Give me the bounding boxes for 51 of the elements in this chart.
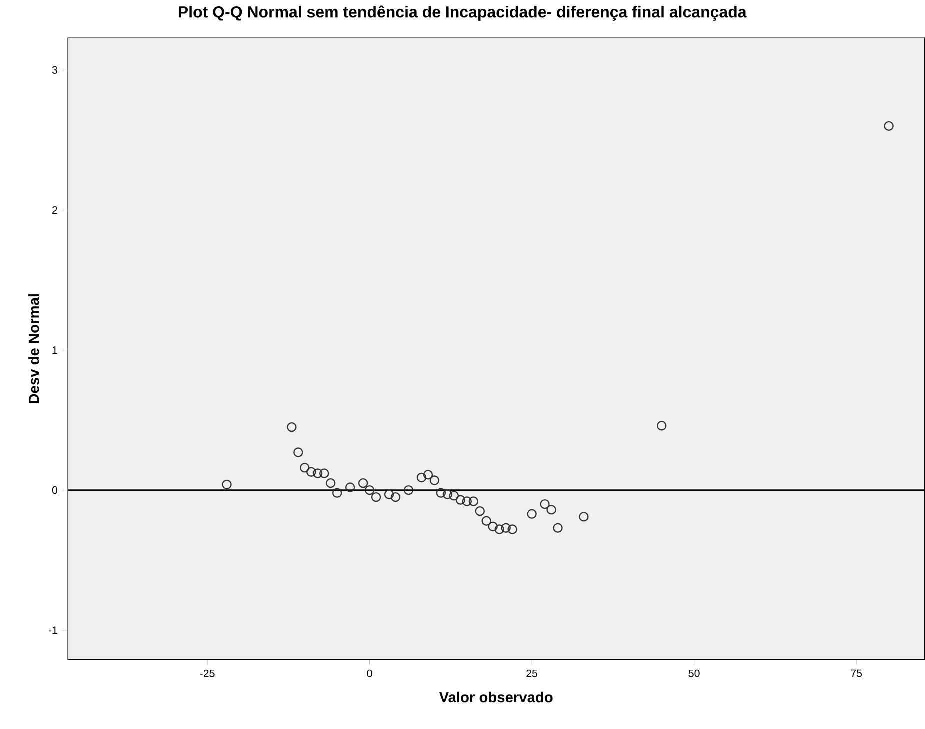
point <box>345 482 356 493</box>
point <box>294 448 304 458</box>
point <box>430 476 440 486</box>
y-tick-label: 3 <box>52 66 58 74</box>
point <box>579 512 589 522</box>
point <box>488 522 498 532</box>
point <box>332 488 342 498</box>
point <box>527 509 537 520</box>
point <box>546 505 556 515</box>
point <box>319 468 330 478</box>
y-tick-label: 1 <box>52 346 58 354</box>
point <box>462 496 472 507</box>
y-tick-label: 0 <box>52 486 58 494</box>
point <box>442 490 453 500</box>
point <box>501 523 511 534</box>
point <box>313 468 323 478</box>
point <box>540 500 550 510</box>
x-tick-label: 75 <box>851 670 862 678</box>
point <box>657 421 667 431</box>
point <box>416 472 427 483</box>
x-axis-title: Valor observado <box>439 692 553 703</box>
point <box>423 470 434 480</box>
point <box>436 488 446 498</box>
point <box>884 121 894 132</box>
point <box>371 492 382 502</box>
point <box>494 524 504 535</box>
x-tick-label: -25 <box>200 670 215 678</box>
point <box>449 491 460 501</box>
point <box>326 478 336 488</box>
point <box>508 524 518 535</box>
point <box>390 492 401 502</box>
point <box>482 516 492 526</box>
y-tick-label: -1 <box>48 626 58 634</box>
y-axis-title: Desv de Normal <box>28 294 40 404</box>
point <box>404 486 414 496</box>
point <box>306 467 316 478</box>
point <box>358 478 368 488</box>
x-tick-label: 0 <box>367 670 372 678</box>
chart-title: Plot Q-Q Normal sem tendência de Incapacidade- diferença final alcançada <box>178 6 747 22</box>
point <box>222 480 232 490</box>
y-tick-label: 2 <box>52 206 58 214</box>
point <box>553 523 563 534</box>
point <box>287 422 297 432</box>
x-tick-label: 25 <box>526 670 538 678</box>
point <box>475 506 485 516</box>
point <box>468 496 479 507</box>
point <box>384 490 394 500</box>
point <box>300 463 310 473</box>
point <box>456 495 466 506</box>
point <box>364 486 375 496</box>
x-tick-label: 50 <box>688 670 700 678</box>
